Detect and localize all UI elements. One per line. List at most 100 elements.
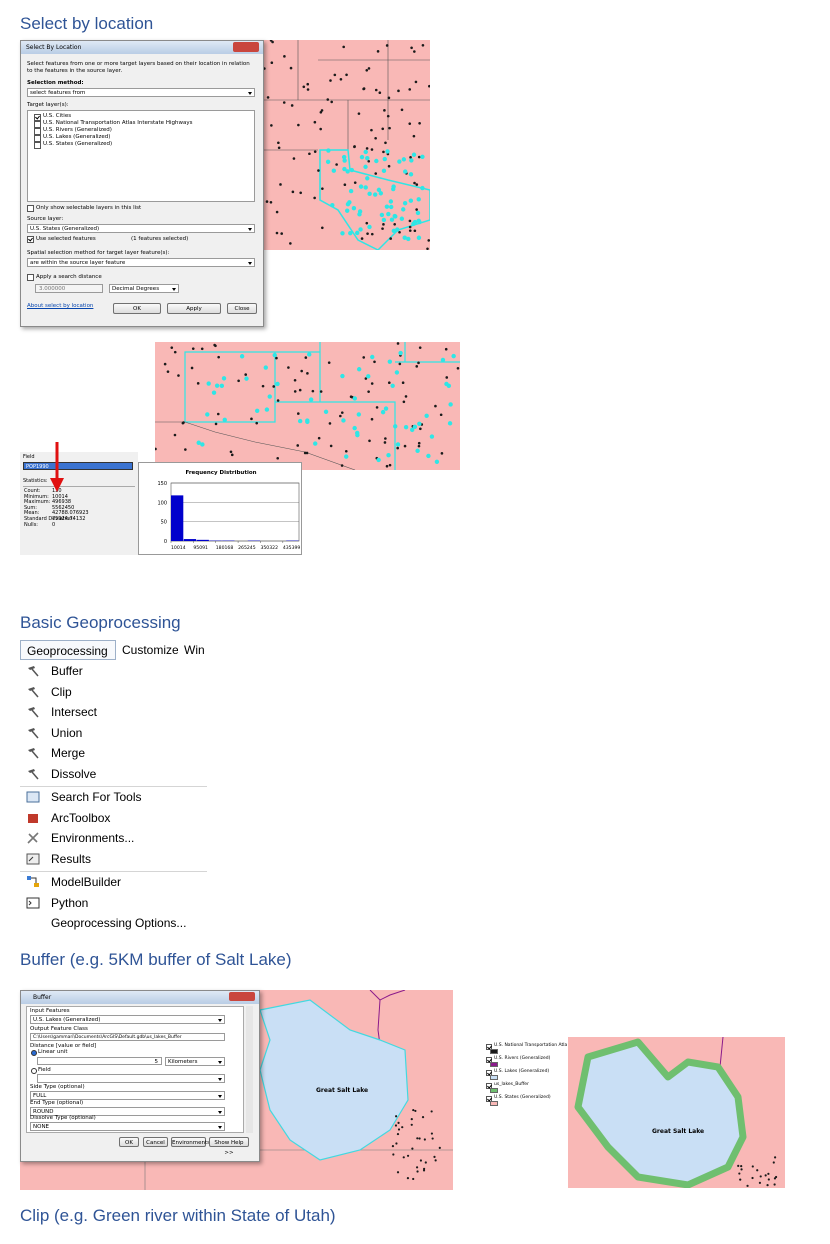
- menu-tab[interactable]: Win: [184, 643, 205, 657]
- icon: [28, 666, 39, 677]
- city-point: [414, 1109, 417, 1113]
- city-point: [276, 399, 280, 402]
- city-point: [313, 196, 316, 200]
- text: Kilometers: [168, 1058, 198, 1065]
- title-bar: [21, 991, 259, 1004]
- city-point: [426, 453, 431, 459]
- text: U.S. Rivers (Generalized): [494, 1056, 551, 1061]
- city-point: [340, 231, 345, 236]
- menu-tab[interactable]: Geoprocessing: [20, 640, 116, 660]
- city-point: [410, 427, 415, 433]
- city-point: [413, 229, 417, 233]
- city-point: [396, 1132, 400, 1136]
- city-point: [423, 1138, 426, 1141]
- city-point: [367, 191, 372, 197]
- city-point: [401, 157, 407, 162]
- city-point: [302, 85, 306, 89]
- menu-item[interactable]: Environments...: [51, 831, 135, 845]
- menu-icon: [26, 875, 40, 889]
- city-point: [329, 444, 333, 448]
- menu-item[interactable]: Python: [51, 895, 89, 910]
- menu-item[interactable]: Merge: [51, 746, 86, 760]
- city-point: [340, 411, 344, 414]
- x-tick-label: 435399: [283, 545, 301, 551]
- city-point: [370, 232, 374, 236]
- city-point: [349, 395, 353, 399]
- x-tick-label: 95091: [193, 545, 208, 551]
- geoprocessing-menu: Geoprocessing Customize Win Buffer Clip Inter…: [20, 640, 207, 933]
- city-point: [363, 185, 368, 190]
- menu-item[interactable]: ModelBuilder: [51, 875, 122, 889]
- menu-item[interactable]: Geoprocessing Options...: [51, 916, 187, 930]
- x-tick-label: 265245: [238, 545, 256, 551]
- city-point: [155, 447, 157, 451]
- city-point: [434, 459, 440, 464]
- dropdown-arrow: [248, 262, 252, 267]
- menu-item[interactable]: Dissolve: [51, 766, 97, 781]
- city-point: [365, 68, 369, 72]
- city-point: [340, 373, 345, 379]
- city-point: [296, 444, 300, 447]
- city-point: [265, 200, 269, 203]
- icon: [28, 768, 39, 779]
- combo-box: NONE: [30, 1122, 225, 1131]
- city-point: [216, 412, 220, 416]
- city-point: [360, 237, 364, 240]
- city-point: [402, 400, 406, 404]
- dropdown-arrow: [218, 1019, 222, 1024]
- menu-item[interactable]: Search For Tools: [51, 790, 142, 804]
- text: Dissolve Type (optional): [30, 1115, 96, 1121]
- menu-item[interactable]: Buffer: [51, 664, 83, 678]
- city-point: [317, 436, 321, 440]
- city-point: [427, 239, 430, 242]
- city-point: [272, 352, 277, 358]
- city-point: [401, 207, 406, 212]
- city-point: [402, 1156, 405, 1159]
- city-point: [381, 168, 387, 174]
- city-point: [413, 50, 416, 53]
- city-point: [392, 213, 397, 219]
- red-arrow: [50, 442, 64, 492]
- text: Maximum:: [24, 499, 51, 506]
- city-point: [269, 201, 273, 204]
- city-point: [400, 108, 404, 112]
- text: Selection method:: [27, 80, 84, 86]
- city-point: [356, 367, 362, 372]
- legend-swatch: [490, 1049, 498, 1054]
- icon: [28, 686, 39, 697]
- city-point: [396, 342, 400, 345]
- city-point: [758, 1181, 762, 1184]
- city-point: [341, 418, 346, 423]
- city-point: [424, 1161, 427, 1164]
- menu-item[interactable]: ArcToolbox: [51, 810, 111, 825]
- combo-box: Kilometers: [165, 1057, 225, 1066]
- icon: [27, 832, 39, 844]
- combo-box: FULL: [30, 1091, 225, 1100]
- menu-icon: [26, 767, 40, 781]
- menu-icon: [26, 790, 40, 804]
- city-point: [386, 114, 390, 118]
- menu-icon: [26, 896, 40, 910]
- city-point: [321, 226, 324, 230]
- city-point: [353, 145, 356, 148]
- city-point: [263, 365, 268, 370]
- text: Sum:: [24, 504, 37, 511]
- city-point: [345, 208, 350, 213]
- menu-item[interactable]: Union: [51, 725, 83, 740]
- menu-item[interactable]: Results: [51, 851, 92, 866]
- city-point: [297, 123, 300, 127]
- city-point: [271, 40, 274, 44]
- city-point: [415, 365, 419, 368]
- icon: [28, 813, 38, 823]
- city-point: [391, 228, 397, 234]
- city-point: [773, 1156, 777, 1159]
- icon: [26, 916, 40, 930]
- city-point: [416, 218, 421, 224]
- city-point: [326, 98, 330, 101]
- menu-item[interactable]: Intersect: [51, 705, 98, 719]
- city-point: [406, 1154, 410, 1157]
- statistics-panel: FieldPOP1990Statistics:Count:130Minimum:…: [20, 452, 138, 555]
- text: Source layer:: [27, 216, 64, 222]
- menu-tab[interactable]: Customize: [122, 643, 178, 657]
- menu-item[interactable]: Clip: [51, 684, 72, 699]
